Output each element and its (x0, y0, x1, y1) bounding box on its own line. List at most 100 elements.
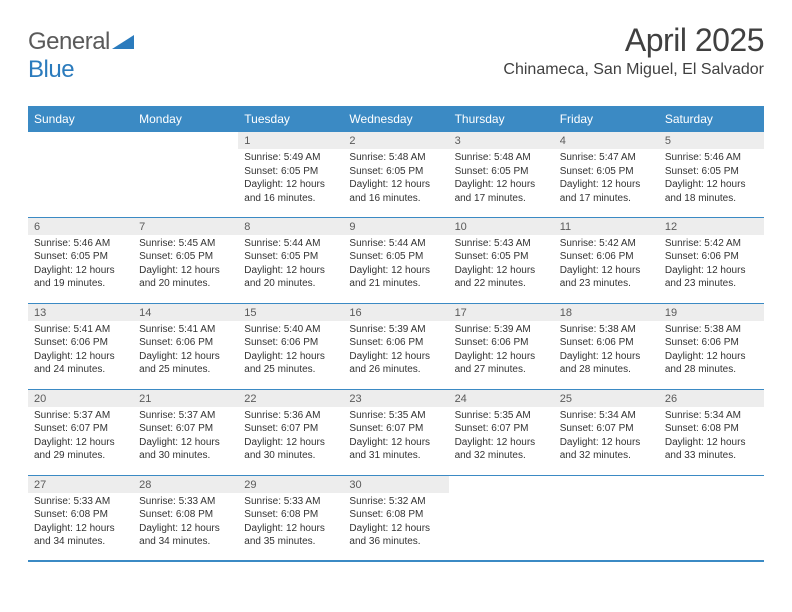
day-data: Sunrise: 5:36 AMSunset: 6:07 PMDaylight:… (238, 407, 343, 467)
day-number: 22 (238, 390, 343, 407)
day-number: 5 (659, 132, 764, 149)
calendar-cell: 22Sunrise: 5:36 AMSunset: 6:07 PMDayligh… (238, 389, 343, 475)
sunrise-line: Sunrise: 5:38 AM (665, 323, 758, 337)
sunset-line: Sunset: 6:05 PM (665, 165, 758, 179)
day-data: Sunrise: 5:48 AMSunset: 6:05 PMDaylight:… (449, 149, 554, 209)
calendar-week-row: 27Sunrise: 5:33 AMSunset: 6:08 PMDayligh… (28, 475, 764, 561)
calendar-cell: 4Sunrise: 5:47 AMSunset: 6:05 PMDaylight… (554, 131, 659, 217)
sunrise-line: Sunrise: 5:38 AM (560, 323, 653, 337)
day-data: Sunrise: 5:33 AMSunset: 6:08 PMDaylight:… (238, 493, 343, 553)
weekday-header: Sunday (28, 107, 133, 131)
sunrise-line: Sunrise: 5:33 AM (34, 495, 127, 509)
daylight-line: Daylight: 12 hours and 26 minutes. (349, 350, 442, 377)
day-number: 29 (238, 476, 343, 493)
sunrise-line: Sunrise: 5:46 AM (34, 237, 127, 251)
day-number: 28 (133, 476, 238, 493)
sunrise-line: Sunrise: 5:35 AM (455, 409, 548, 423)
sunrise-line: Sunrise: 5:46 AM (665, 151, 758, 165)
daylight-line: Daylight: 12 hours and 30 minutes. (139, 436, 232, 463)
daylight-line: Daylight: 12 hours and 21 minutes. (349, 264, 442, 291)
calendar-week-row: 1Sunrise: 5:49 AMSunset: 6:05 PMDaylight… (28, 131, 764, 217)
day-data: Sunrise: 5:34 AMSunset: 6:07 PMDaylight:… (554, 407, 659, 467)
calendar-week-row: 13Sunrise: 5:41 AMSunset: 6:06 PMDayligh… (28, 303, 764, 389)
title-block: April 2025 Chinameca, San Miguel, El Sal… (503, 22, 764, 79)
daylight-line: Daylight: 12 hours and 22 minutes. (455, 264, 548, 291)
calendar-cell: 23Sunrise: 5:35 AMSunset: 6:07 PMDayligh… (343, 389, 448, 475)
calendar-table: SundayMondayTuesdayWednesdayThursdayFrid… (28, 106, 764, 562)
sunrise-line: Sunrise: 5:37 AM (139, 409, 232, 423)
daylight-line: Daylight: 12 hours and 28 minutes. (665, 350, 758, 377)
weekday-header: Wednesday (343, 107, 448, 131)
calendar-page: General Blue April 2025 Chinameca, San M… (0, 0, 792, 572)
daylight-line: Daylight: 12 hours and 33 minutes. (665, 436, 758, 463)
daylight-line: Daylight: 12 hours and 19 minutes. (34, 264, 127, 291)
calendar-cell: 27Sunrise: 5:33 AMSunset: 6:08 PMDayligh… (28, 475, 133, 561)
calendar-cell (554, 475, 659, 561)
daylight-line: Daylight: 12 hours and 17 minutes. (560, 178, 653, 205)
daylight-line: Daylight: 12 hours and 34 minutes. (139, 522, 232, 549)
sunset-line: Sunset: 6:05 PM (244, 165, 337, 179)
calendar-cell: 14Sunrise: 5:41 AMSunset: 6:06 PMDayligh… (133, 303, 238, 389)
sunrise-line: Sunrise: 5:35 AM (349, 409, 442, 423)
daylight-line: Daylight: 12 hours and 23 minutes. (665, 264, 758, 291)
sunset-line: Sunset: 6:07 PM (455, 422, 548, 436)
daylight-line: Daylight: 12 hours and 25 minutes. (139, 350, 232, 377)
sunrise-line: Sunrise: 5:41 AM (34, 323, 127, 337)
sunrise-line: Sunrise: 5:32 AM (349, 495, 442, 509)
logo-triangle-icon (112, 33, 134, 54)
sunrise-line: Sunrise: 5:42 AM (560, 237, 653, 251)
sunset-line: Sunset: 6:08 PM (665, 422, 758, 436)
sunset-line: Sunset: 6:06 PM (560, 250, 653, 264)
calendar-cell (133, 131, 238, 217)
day-data: Sunrise: 5:43 AMSunset: 6:05 PMDaylight:… (449, 235, 554, 295)
day-number: 24 (449, 390, 554, 407)
day-number: 27 (28, 476, 133, 493)
sunset-line: Sunset: 6:06 PM (139, 336, 232, 350)
sunset-line: Sunset: 6:07 PM (349, 422, 442, 436)
day-number: 1 (238, 132, 343, 149)
day-data: Sunrise: 5:46 AMSunset: 6:05 PMDaylight:… (659, 149, 764, 209)
sunset-line: Sunset: 6:06 PM (560, 336, 653, 350)
day-data: Sunrise: 5:45 AMSunset: 6:05 PMDaylight:… (133, 235, 238, 295)
sunset-line: Sunset: 6:05 PM (349, 250, 442, 264)
calendar-cell: 20Sunrise: 5:37 AMSunset: 6:07 PMDayligh… (28, 389, 133, 475)
sunset-line: Sunset: 6:08 PM (244, 508, 337, 522)
calendar-cell: 12Sunrise: 5:42 AMSunset: 6:06 PMDayligh… (659, 217, 764, 303)
day-number: 9 (343, 218, 448, 235)
sunrise-line: Sunrise: 5:33 AM (139, 495, 232, 509)
day-data: Sunrise: 5:41 AMSunset: 6:06 PMDaylight:… (28, 321, 133, 381)
day-data: Sunrise: 5:41 AMSunset: 6:06 PMDaylight:… (133, 321, 238, 381)
daylight-line: Daylight: 12 hours and 32 minutes. (455, 436, 548, 463)
day-data: Sunrise: 5:37 AMSunset: 6:07 PMDaylight:… (133, 407, 238, 467)
weekday-header-row: SundayMondayTuesdayWednesdayThursdayFrid… (28, 107, 764, 131)
day-data: Sunrise: 5:42 AMSunset: 6:06 PMDaylight:… (554, 235, 659, 295)
sunrise-line: Sunrise: 5:43 AM (455, 237, 548, 251)
daylight-line: Daylight: 12 hours and 16 minutes. (244, 178, 337, 205)
daylight-line: Daylight: 12 hours and 23 minutes. (560, 264, 653, 291)
calendar-cell: 13Sunrise: 5:41 AMSunset: 6:06 PMDayligh… (28, 303, 133, 389)
calendar-cell: 8Sunrise: 5:44 AMSunset: 6:05 PMDaylight… (238, 217, 343, 303)
day-data: Sunrise: 5:34 AMSunset: 6:08 PMDaylight:… (659, 407, 764, 467)
calendar-cell: 26Sunrise: 5:34 AMSunset: 6:08 PMDayligh… (659, 389, 764, 475)
sunrise-line: Sunrise: 5:39 AM (455, 323, 548, 337)
calendar-cell: 7Sunrise: 5:45 AMSunset: 6:05 PMDaylight… (133, 217, 238, 303)
day-data: Sunrise: 5:33 AMSunset: 6:08 PMDaylight:… (133, 493, 238, 553)
day-data: Sunrise: 5:37 AMSunset: 6:07 PMDaylight:… (28, 407, 133, 467)
calendar-cell: 16Sunrise: 5:39 AMSunset: 6:06 PMDayligh… (343, 303, 448, 389)
sunrise-line: Sunrise: 5:34 AM (560, 409, 653, 423)
daylight-line: Daylight: 12 hours and 36 minutes. (349, 522, 442, 549)
calendar-cell: 11Sunrise: 5:42 AMSunset: 6:06 PMDayligh… (554, 217, 659, 303)
calendar-cell: 10Sunrise: 5:43 AMSunset: 6:05 PMDayligh… (449, 217, 554, 303)
sunset-line: Sunset: 6:06 PM (244, 336, 337, 350)
day-data: Sunrise: 5:44 AMSunset: 6:05 PMDaylight:… (343, 235, 448, 295)
location-text: Chinameca, San Miguel, El Salvador (503, 61, 764, 79)
calendar-cell: 3Sunrise: 5:48 AMSunset: 6:05 PMDaylight… (449, 131, 554, 217)
weekday-header: Thursday (449, 107, 554, 131)
logo: General Blue (28, 22, 134, 84)
day-data: Sunrise: 5:39 AMSunset: 6:06 PMDaylight:… (343, 321, 448, 381)
day-data: Sunrise: 5:46 AMSunset: 6:05 PMDaylight:… (28, 235, 133, 295)
sunset-line: Sunset: 6:05 PM (139, 250, 232, 264)
day-number: 14 (133, 304, 238, 321)
sunrise-line: Sunrise: 5:42 AM (665, 237, 758, 251)
day-number: 18 (554, 304, 659, 321)
